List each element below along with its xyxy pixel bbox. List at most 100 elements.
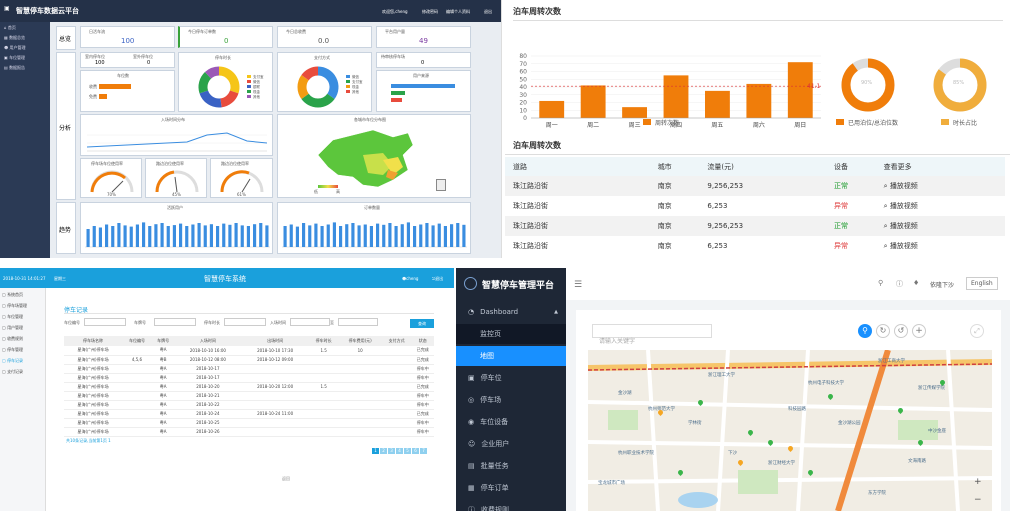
- filter-input[interactable]: [290, 318, 330, 326]
- legend-label: 支付宝: [253, 75, 264, 79]
- donut-label: 已用泊位/总泊位数: [848, 120, 899, 127]
- china-map: [317, 129, 414, 188]
- page-button[interactable]: 4: [396, 448, 403, 454]
- back-link[interactable]: 返回: [282, 476, 290, 481]
- table-cell: 2018-10-24: [196, 411, 220, 416]
- search-button[interactable]: ⚲: [858, 324, 872, 338]
- bar-label: 收费: [89, 84, 97, 89]
- play-video-link[interactable]: 播放视频: [889, 222, 918, 230]
- avg-line-label: 41.1: [807, 83, 821, 90]
- stat-value: 0.0: [318, 37, 330, 45]
- sidebar-item-3[interactable]: ▢ 用户管理: [2, 325, 44, 331]
- menu-item-spaces[interactable]: ▣ 车位管理: [4, 55, 26, 60]
- user-link[interactable]: ☻cheng: [402, 276, 419, 281]
- sidebar-item-0[interactable]: ◔ Dashboard ▲: [456, 302, 566, 322]
- pagination-info: 共10条记录,当前第1页 1: [66, 438, 111, 443]
- page-button[interactable]: 2: [380, 448, 387, 454]
- zoom-in-button[interactable]: +: [974, 477, 982, 487]
- help-icon[interactable]: ⓘ: [896, 280, 903, 288]
- sidebar-item-2[interactable]: 地图: [456, 346, 566, 366]
- filter-label: 车位编号: [64, 320, 80, 325]
- menu-item-overview[interactable]: ▦ 数据总览: [4, 35, 26, 40]
- play-video-link[interactable]: 播放视频: [889, 182, 918, 190]
- sidebar-item-6[interactable]: ▢ 停车记录: [2, 358, 44, 364]
- table-cell: 2018-10-21: [196, 393, 220, 398]
- sidebar-item-6[interactable]: ☺ 企业用户: [456, 434, 566, 454]
- change-password-link[interactable]: 修改密码: [422, 9, 438, 14]
- table-cell: 星海(广州)停车场: [77, 365, 109, 371]
- sidebar-item-7[interactable]: ▤ 批量任务: [456, 456, 566, 476]
- sidebar: 智慧停车管理平台 ◔ Dashboard ▲ 监控页 地图 ▣ 停车位 ◎ 停车场 ◉ 车位设备 ☺ 企…: [456, 268, 566, 511]
- play-video-link[interactable]: 播放视频: [889, 202, 918, 210]
- gauge-card-2: 路边泊位使用率 45%: [145, 158, 207, 198]
- page-button[interactable]: 5: [404, 448, 411, 454]
- menu-toggle-icon[interactable]: ☰: [574, 280, 583, 290]
- search-icon[interactable]: ⚲: [878, 279, 884, 287]
- sidebar-item-2[interactable]: ▢ 车位管理: [2, 314, 44, 320]
- bar-label: 免费: [89, 94, 97, 99]
- map-label: 学林街: [688, 421, 702, 426]
- filter-input[interactable]: [224, 318, 266, 326]
- edit-profile-link[interactable]: 编辑个人资料: [446, 9, 470, 14]
- sidebar-item-7[interactable]: ▢ 支付记录: [2, 369, 44, 375]
- page-button[interactable]: 7: [420, 448, 427, 454]
- zoom-out-button[interactable]: −: [974, 495, 982, 505]
- bar: [382, 224, 386, 247]
- sidebar-item-9[interactable]: ⓘ 收费规则: [456, 500, 566, 511]
- table-cell: 星海(广州)停车场: [77, 401, 109, 407]
- cell-more[interactable]: ⌕ 播放视频: [884, 236, 1005, 256]
- play-icon: ⌕: [883, 182, 890, 190]
- fullscreen-icon[interactable]: ⤢: [970, 324, 984, 338]
- sidebar-item-5[interactable]: ▢ 停车管理: [2, 347, 44, 353]
- filter-input[interactable]: [84, 318, 126, 326]
- cell-more[interactable]: ⌕ 播放视频: [884, 196, 1005, 216]
- play-video-link[interactable]: 播放视频: [889, 242, 918, 250]
- logout-button[interactable]: ⎋退出: [432, 276, 444, 281]
- page-button[interactable]: 6: [412, 448, 419, 454]
- legend-swatch: [247, 85, 251, 88]
- map-view[interactable]: 浙江理工大学杭州电子科技大学浙江工商大学金沙湖浙江传媒学院下沙杭州师范大学中沙金…: [588, 350, 992, 511]
- menu-item-users[interactable]: ☻ 用户管理: [4, 45, 26, 50]
- y-tick-label: 70: [519, 61, 527, 68]
- search-button[interactable]: 查询: [410, 319, 434, 328]
- divider: [64, 313, 434, 314]
- bar: [326, 224, 330, 247]
- sidebar-item-3[interactable]: ▣ 停车位: [456, 368, 566, 388]
- bell-icon[interactable]: ♦: [913, 279, 920, 287]
- menu-item-home[interactable]: ⌂ 首页: [4, 25, 16, 30]
- sidebar-item-5[interactable]: ◉ 车位设备: [456, 412, 566, 432]
- bar-周二: [580, 85, 606, 118]
- table-cell: 停车中: [416, 392, 429, 398]
- duration-donut-card: 停车时长 支付宝 微信 银联 现金 其他: [178, 52, 273, 112]
- cell-more[interactable]: ⌕ 播放视频: [884, 176, 1005, 196]
- play-icon: ⌕: [883, 202, 890, 210]
- logout-link[interactable]: 退出: [484, 9, 492, 14]
- user-welcome[interactable]: 欢迎您,cheng: [382, 9, 408, 14]
- filter-input-end[interactable]: [338, 318, 378, 326]
- sidebar-item-1[interactable]: 监控页: [456, 324, 566, 344]
- y-tick-label: 20: [519, 100, 527, 107]
- stat-label: 今日停车订单数: [188, 29, 216, 34]
- sidebar-label: 车位管理: [7, 314, 24, 319]
- turnover-table: 道路 城市 流量(元) 设备 查看更多 珠江路沿街 南京 9,256,253 正常 ⌕ …: [505, 157, 1005, 256]
- refresh-icon[interactable]: ↻: [876, 324, 890, 338]
- page-button[interactable]: 1: [372, 448, 379, 454]
- sidebar-item-0[interactable]: ▢ 系统首页: [2, 292, 44, 298]
- cell-more[interactable]: ⌕ 播放视频: [884, 216, 1005, 236]
- page-button[interactable]: 3: [388, 448, 395, 454]
- user-name[interactable]: 依隆下沙: [930, 282, 955, 289]
- add-icon[interactable]: +: [912, 324, 926, 338]
- document-icon[interactable]: [436, 179, 446, 191]
- menu-item-report[interactable]: ▤ 数据报告: [4, 65, 26, 70]
- legend-label: 银联: [253, 85, 260, 89]
- sidebar-item-1[interactable]: ▢ 停车场管理: [2, 303, 44, 309]
- map-legend-high: 高: [336, 189, 340, 194]
- search-input[interactable]: 请输入关键字: [592, 324, 712, 345]
- sidebar-item-4[interactable]: ◎ 停车场: [456, 390, 566, 410]
- reset-icon[interactable]: ↺: [894, 324, 908, 338]
- sidebar-item-8[interactable]: ▦ 停车订单: [456, 478, 566, 498]
- language-button[interactable]: English: [966, 277, 998, 290]
- sidebar-item-4[interactable]: ▢ 收费规则: [2, 336, 44, 342]
- cell-device-status: 正常: [833, 182, 848, 190]
- filter-input[interactable]: [154, 318, 196, 326]
